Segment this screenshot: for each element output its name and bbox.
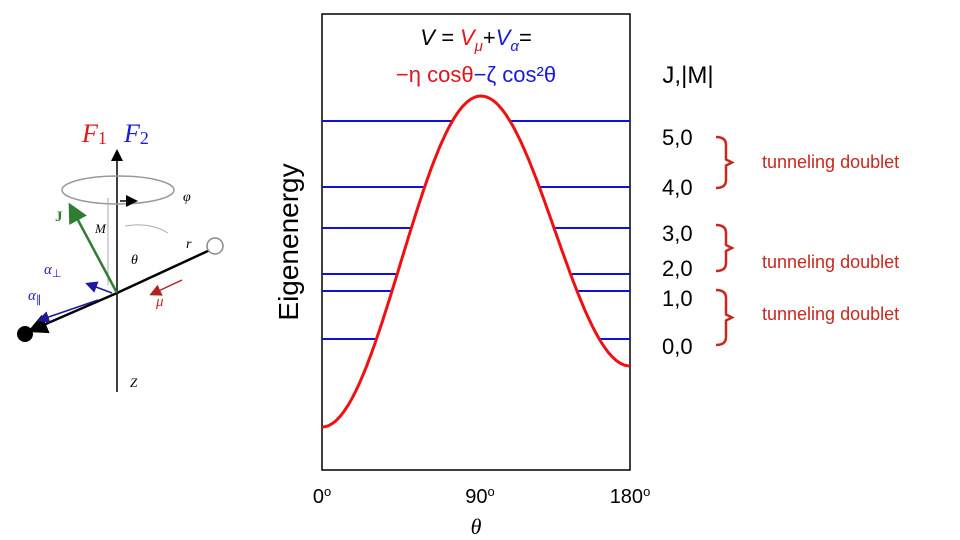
z-label: Z [130,375,138,390]
f1-label: F1 [81,119,107,148]
y-axis-label: Eigenenergy [273,163,304,320]
x-tick-number: 90 [465,486,487,508]
theta-label: θ [131,253,138,268]
level-label: 5,0 [662,125,693,150]
bracket [715,223,735,273]
phi-label: φ [183,190,191,205]
m-label: M [94,221,107,236]
potential-curve [321,94,631,429]
alpha-par-label: α∥ [28,288,41,306]
level-label: 4,0 [662,175,693,200]
level-label: 1,0 [662,286,693,311]
level-label: 2,0 [662,256,693,281]
level-label: 0,0 [662,334,693,359]
x-tick-number: 180 [610,486,643,508]
x-tick-unit: o [324,484,331,499]
mu-label: μ [155,294,164,310]
x-tick-number: 0 [313,486,324,508]
molecule-diagram: F1 F2 φ J M θ r α⊥ α∥ μ Z [17,119,224,392]
doublet-label: tunneling doublet [762,252,899,272]
alpha-perp-label: α⊥ [44,262,61,280]
x-axis-label: θ [471,514,482,539]
j-label: J [55,209,63,225]
doublet-label: tunneling doublet [762,304,899,324]
bracket [715,135,735,190]
r-label: r [186,237,192,252]
formula-line2: −η cosθ−ζ cos²θ [396,62,556,87]
potential-plot: V = Vμ+Vα= −η cosθ−ζ cos²θ Eigenenergy θ… [273,13,714,539]
level-header: J,|M| [662,62,713,89]
level-label: 3,0 [662,221,693,246]
x-tick-label: 180o [610,484,651,508]
x-tick-label: 90o [465,484,494,508]
x-tick-unit: o [643,484,650,499]
x-tick-unit: o [488,484,495,499]
x-tick-label: 0o [313,484,331,508]
f2-label: F2 [123,119,149,148]
doublet-label: tunneling doublet [762,152,899,172]
formula-line1: V = Vμ+Vα= [420,25,532,55]
bracket [715,288,735,347]
